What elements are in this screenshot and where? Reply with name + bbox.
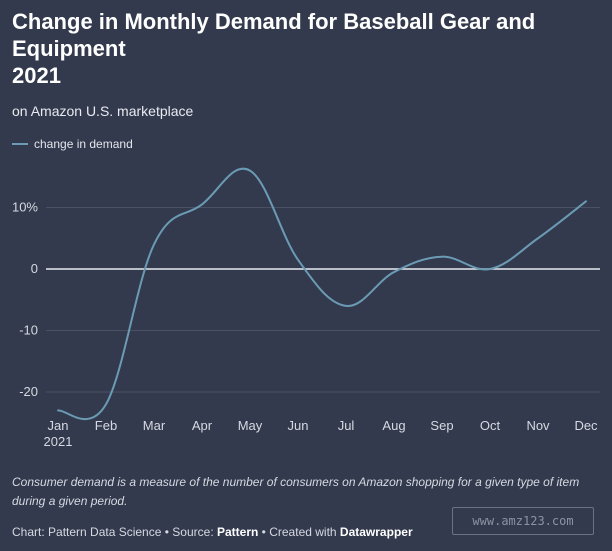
chart-note: Consumer demand is a measure of the numb…	[12, 475, 580, 508]
x-tick-label: Jan	[48, 418, 69, 433]
y-tick-label: -10	[19, 323, 38, 338]
chart-title-line-3: 2021	[12, 63, 61, 88]
data-point-dec	[585, 200, 587, 202]
data-point-sep	[441, 256, 443, 258]
footer-source-link[interactable]: Pattern	[217, 525, 259, 539]
data-point-nov	[537, 237, 539, 239]
x-tick-year-label: 2021	[44, 434, 73, 449]
data-point-apr	[201, 203, 203, 205]
x-tick-label: Jun	[288, 418, 309, 433]
data-point-aug	[393, 271, 395, 273]
footer-chart-by: Chart: Pattern Data Science	[12, 525, 162, 539]
data-point-mar	[153, 243, 155, 245]
x-tick-label: Sep	[430, 418, 453, 433]
legend: change in demand	[12, 137, 133, 151]
x-tick-label: May	[238, 418, 263, 433]
watermark: www.amz123.com	[452, 507, 594, 535]
data-point-may	[249, 169, 251, 171]
footer-separator: •	[161, 525, 173, 539]
legend-swatch	[12, 143, 28, 145]
data-point-oct	[489, 268, 491, 270]
x-tick-label: Oct	[480, 418, 501, 433]
line-chart: 10% 0 -10 -20 Jan Feb Mar Apr May Jun Jul Aug Sep Oc…	[12, 167, 600, 449]
x-tick-label: Aug	[382, 418, 405, 433]
data-point-jan	[57, 409, 59, 411]
y-axis-tick-labels: 10% 0 -10 -20	[12, 200, 38, 400]
chart-title: Change in Monthly Demand for Baseball Ge…	[12, 8, 602, 89]
gridlines	[46, 207, 600, 393]
data-point-jun	[297, 259, 299, 261]
x-tick-label: Jul	[338, 418, 355, 433]
footer-created-label: Created with	[269, 525, 340, 539]
chart-subtitle: on Amazon U.S. marketplace	[12, 103, 194, 119]
x-tick-label: Feb	[95, 418, 117, 433]
chart-footer: Chart: Pattern Data Science • Source: Pa…	[12, 525, 413, 539]
chart-title-line-1: Change in Monthly Demand for Baseball Ge…	[12, 9, 536, 34]
chart-title-line-2: Equipment	[12, 36, 126, 61]
x-axis-tick-labels: Jan Feb Mar Apr May Jun Jul Aug Sep Oct Nov Dec 2021	[44, 418, 599, 449]
data-point-jul	[345, 305, 347, 307]
x-tick-label: Nov	[526, 418, 550, 433]
y-tick-label: 10%	[12, 200, 38, 215]
data-point-feb	[105, 403, 107, 405]
series-layer	[57, 167, 587, 420]
x-tick-label: Dec	[574, 418, 598, 433]
y-tick-label: 0	[31, 261, 38, 276]
x-tick-label: Mar	[143, 418, 166, 433]
footer-datawrapper-link[interactable]: Datawrapper	[339, 525, 413, 539]
footer-separator: •	[258, 525, 270, 539]
y-tick-label: -20	[19, 384, 38, 399]
footer-source-label: Source:	[172, 525, 217, 539]
series-line-change-in-demand	[57, 167, 587, 420]
legend-label: change in demand	[34, 137, 133, 151]
x-tick-label: Apr	[192, 418, 213, 433]
